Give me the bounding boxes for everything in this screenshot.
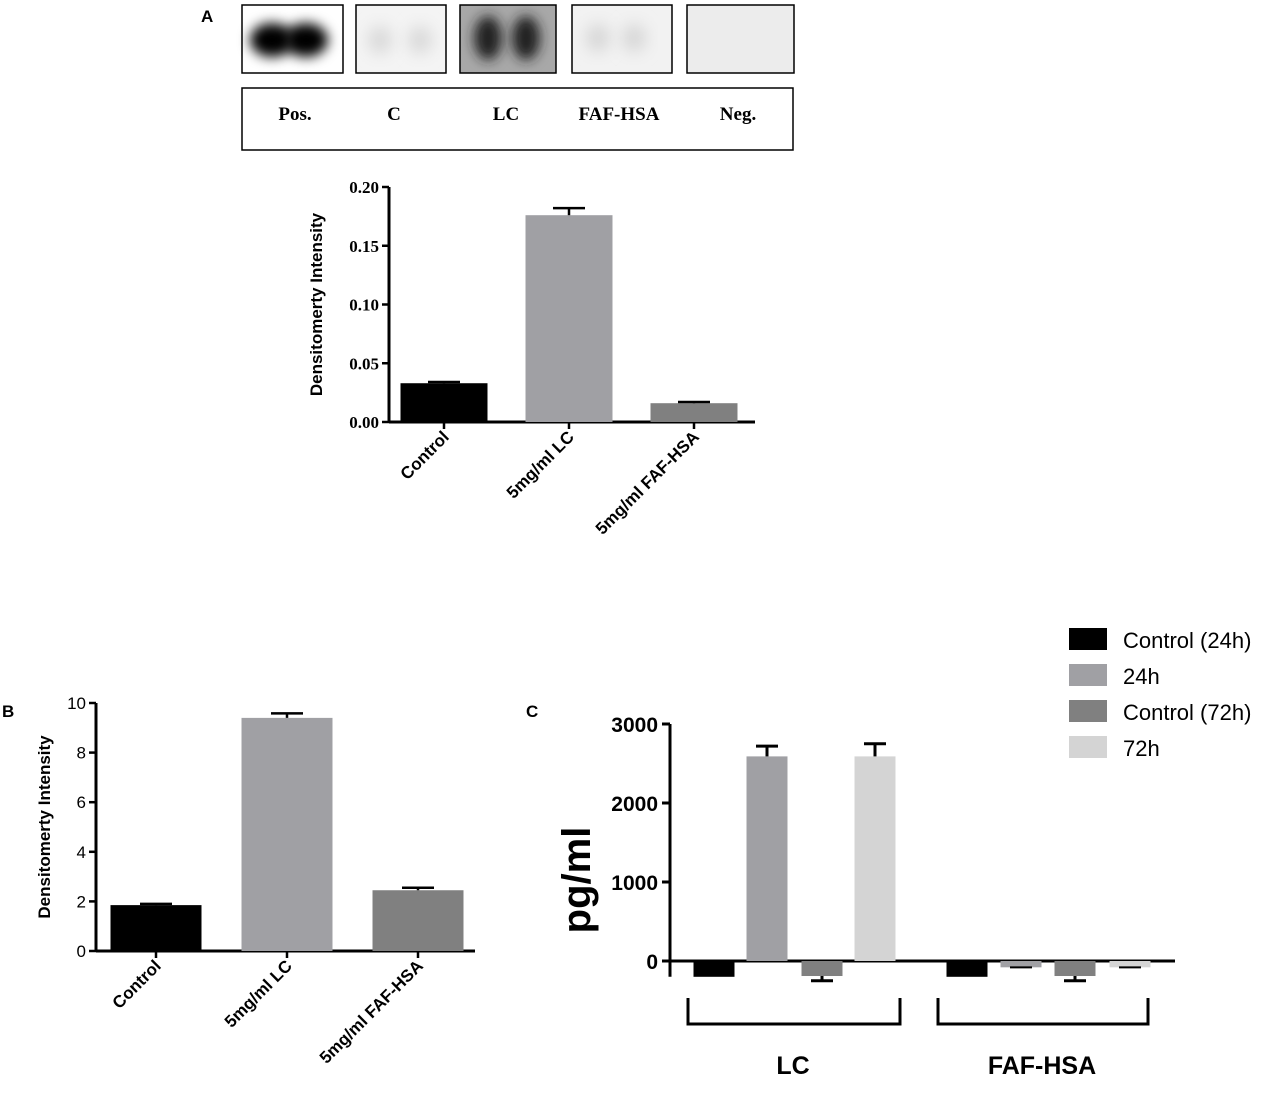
bar-24h-1: [746, 756, 788, 961]
bar-24h-2: [1000, 961, 1042, 968]
legend-swatch: [1069, 664, 1107, 686]
bar-3: [650, 403, 738, 422]
bar-72h-1: [854, 756, 896, 961]
y-tick-label: 1000: [611, 872, 658, 895]
blot-lane-faf-hsa: [571, 4, 673, 74]
group-label: LC: [776, 1052, 809, 1080]
x-tick-label: 5mg/ml FAF-HSA: [316, 956, 427, 1067]
y-tick-label: 6: [77, 793, 86, 812]
y-axis-label: Densitomerty Intensity: [307, 212, 326, 396]
y-tick-label: 0: [77, 942, 86, 961]
blot-lane-lc: [459, 4, 557, 74]
group-label: FAF-HSA: [988, 1052, 1096, 1080]
y-tick-label: 0.10: [349, 296, 379, 315]
blot-lane-label-faf-hsa: FAF-HSA: [579, 104, 660, 125]
chart-b: 0 2 4 6 8 10 Control 5mg/ml LC 5mg/ml FAF-HSA Den…: [35, 694, 475, 1067]
y-tick-label: 3000: [611, 714, 658, 737]
chart-a: 0.00 0.05 0.10 0.15 0.20 Control 5mg/ml LC 5mg/…: [307, 178, 755, 538]
y-tick-label: 0: [646, 951, 658, 974]
bar-2: [241, 717, 333, 951]
legend-label: 72h: [1123, 736, 1160, 761]
y-tick-label: 2000: [611, 793, 658, 816]
bar-control-72h--2: [1054, 961, 1096, 977]
y-tick-label: 0.20: [349, 178, 379, 197]
bar-control-24h--1: [693, 961, 735, 977]
x-tick-label: 5mg/ml LC: [503, 427, 578, 502]
x-tick-label: Control: [397, 427, 453, 483]
legend-label: Control (72h): [1123, 700, 1251, 725]
panel-label-c: C: [526, 702, 538, 721]
y-tick-label: 0.15: [349, 237, 379, 256]
legend-swatch: [1069, 700, 1107, 722]
panel-label-a: A: [201, 7, 213, 26]
x-tick-label: 5mg/ml FAF-HSA: [592, 427, 703, 538]
blot-lane-label-pos: Pos.: [278, 104, 311, 125]
y-axis-label: pg/ml: [555, 827, 599, 934]
chart-c: 0 1000 2000 3000 pg/ml LC FAF-HSA Control (24h)…: [555, 628, 1251, 1080]
blot-lane-pos: [241, 4, 344, 74]
bar-3: [372, 890, 464, 951]
legend-label: 24h: [1123, 664, 1160, 689]
legend-label: Control (24h): [1123, 628, 1251, 653]
y-tick-label: 8: [77, 744, 86, 763]
bar-1: [110, 905, 202, 951]
bar-72h-2: [1109, 961, 1151, 968]
y-tick-label: 0.05: [349, 354, 379, 373]
blot-label-box: [241, 87, 794, 151]
blot-strip: [241, 4, 795, 74]
blot-lane-neg: [686, 4, 795, 74]
blot-lane-label-c: C: [387, 104, 401, 125]
blot-lane-label-lc: LC: [493, 104, 519, 125]
group-bracket: [686, 998, 902, 1026]
bar-2: [525, 215, 613, 422]
x-tick-label: 5mg/ml LC: [221, 956, 296, 1031]
x-tick-label: Control: [109, 956, 165, 1012]
bar-1: [400, 383, 488, 422]
group-bracket: [936, 998, 1150, 1026]
y-tick-label: 10: [67, 694, 86, 713]
legend-swatch: [1069, 736, 1107, 758]
y-axis-label: Densitomerty Intensity: [35, 735, 54, 919]
legend-swatch: [1069, 628, 1107, 650]
bar-control-24h--2: [946, 961, 988, 977]
panel-label-b: B: [2, 702, 14, 721]
bar-control-72h--1: [801, 961, 843, 977]
blot-lane-label-neg: Neg.: [720, 104, 756, 125]
y-tick-label: 4: [77, 843, 86, 862]
blot-lane-c: [355, 4, 447, 74]
y-tick-label: 2: [77, 892, 86, 911]
y-tick-label: 0.00: [349, 413, 379, 432]
